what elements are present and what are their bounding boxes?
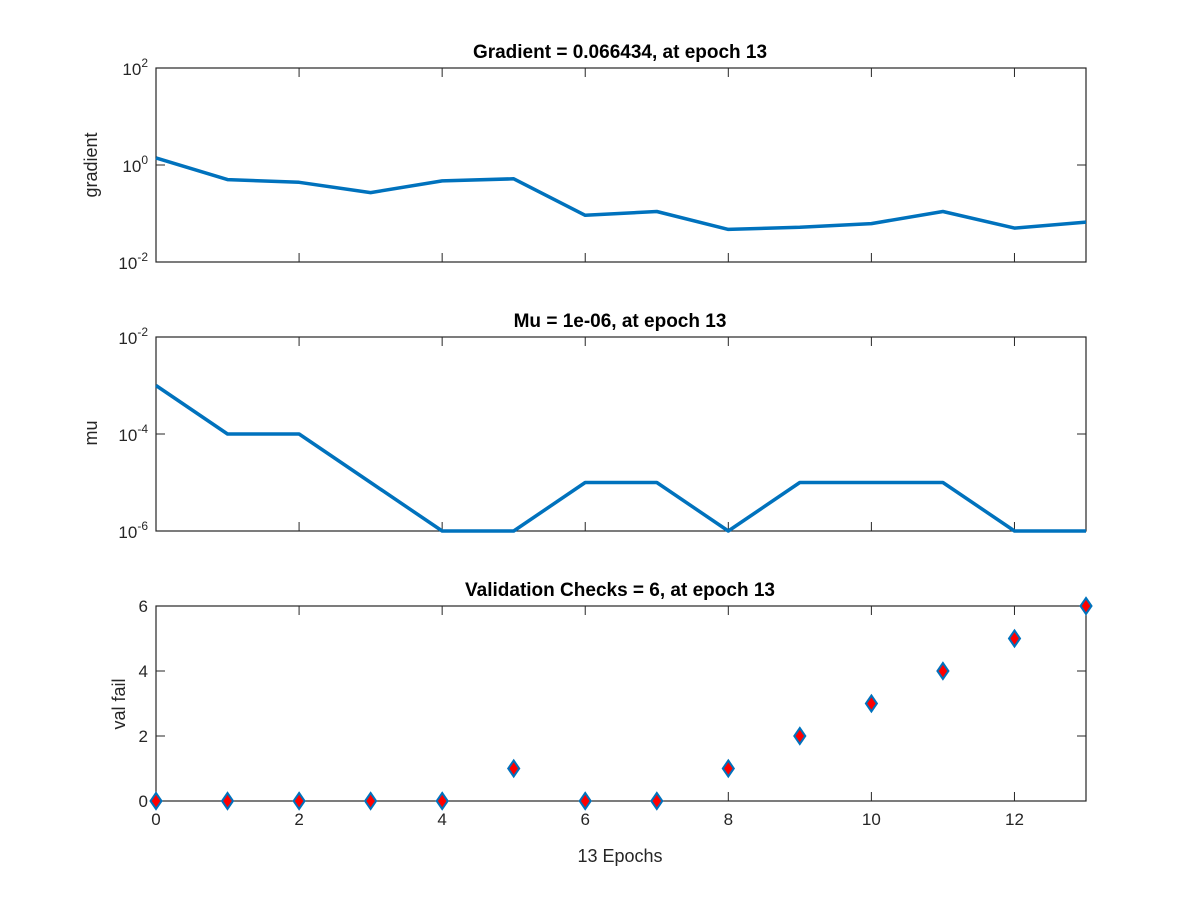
subplot-3-marks: 0 2 4 6 0 2 4 6 8 10 12 bbox=[139, 596, 1093, 829]
gradient-title: Gradient = 0.066434, at epoch 13 bbox=[473, 42, 767, 63]
x-tick-label: 2 bbox=[294, 810, 303, 829]
data-point bbox=[292, 791, 306, 811]
x-tick-label: 8 bbox=[724, 810, 733, 829]
y-tick-label: 6 bbox=[139, 597, 148, 616]
x-tick-label: 0 bbox=[151, 810, 160, 829]
data-point bbox=[650, 791, 664, 811]
x-tick-label: 4 bbox=[437, 810, 446, 829]
y-tick-label: 10-2 bbox=[118, 250, 148, 273]
gradient-ylabel: gradient bbox=[81, 132, 101, 197]
mu-subplot: Mu = 1e-06, at epoch 13 mu bbox=[81, 311, 726, 446]
chart-marks: 10-2 100 102 10-6 10-4 10-2 0 2 4 6 0 2 4 6 8 10 12 bbox=[118, 56, 1093, 829]
subplot-2-marks: 10-6 10-4 10-2 bbox=[118, 325, 1087, 542]
y-tick-label: 100 bbox=[122, 153, 148, 176]
data-point bbox=[363, 791, 378, 811]
data-point bbox=[149, 791, 163, 811]
gradient-subplot: Gradient = 0.066434, at epoch 13 gradien… bbox=[81, 42, 767, 198]
mu-ylabel: mu bbox=[81, 420, 101, 445]
data-point bbox=[793, 726, 807, 746]
x-tick-label: 10 bbox=[862, 810, 881, 829]
y-tick-label: 4 bbox=[139, 662, 148, 681]
data-point bbox=[506, 758, 521, 779]
data-point bbox=[578, 791, 592, 811]
data-point bbox=[220, 791, 235, 811]
y-tick-label: 0 bbox=[139, 792, 148, 811]
y-tick-label: 10-4 bbox=[118, 422, 148, 445]
series-line bbox=[155, 384, 1086, 533]
data-point bbox=[864, 693, 879, 714]
validation-ylabel: val fail bbox=[109, 678, 129, 729]
data-point bbox=[1007, 628, 1022, 649]
data-point bbox=[1079, 596, 1093, 616]
data-point bbox=[435, 791, 449, 811]
y-tick-label: 10-6 bbox=[118, 519, 148, 542]
series-line bbox=[155, 156, 1087, 232]
validation-title: Validation Checks = 6, at epoch 13 bbox=[465, 580, 775, 601]
validation-subplot: Validation Checks = 6, at epoch 13 val f… bbox=[109, 580, 775, 866]
x-tick-label: 12 bbox=[1005, 810, 1024, 829]
data-point bbox=[936, 661, 950, 681]
axes-box bbox=[155, 605, 1087, 802]
x-axis-label: 13 Epochs bbox=[577, 846, 662, 866]
y-tick-label: 2 bbox=[139, 727, 148, 746]
y-tick-label: 10-2 bbox=[118, 325, 148, 348]
x-tick-label: 6 bbox=[580, 810, 589, 829]
mu-title: Mu = 1e-06, at epoch 13 bbox=[514, 311, 727, 332]
subplot-1-marks: 10-2 100 102 bbox=[118, 56, 1087, 273]
y-tick-label: 102 bbox=[122, 56, 148, 79]
data-point bbox=[721, 758, 736, 779]
